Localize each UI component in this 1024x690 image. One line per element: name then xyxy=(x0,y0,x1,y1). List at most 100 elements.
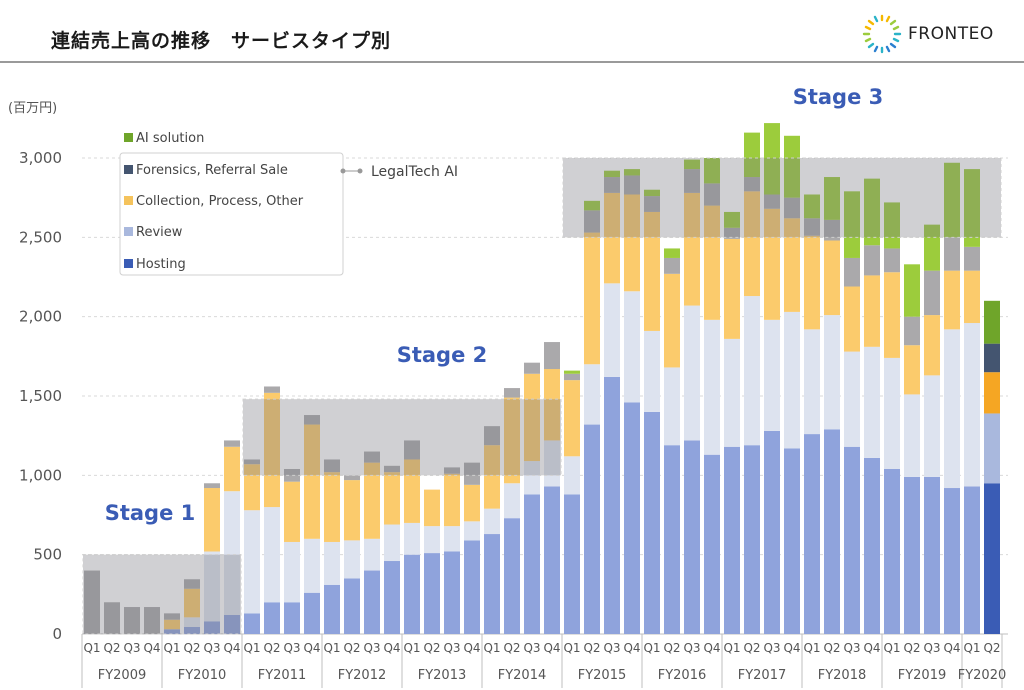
starburst-logo-icon xyxy=(862,14,902,54)
bar-segment xyxy=(744,191,760,297)
legend-box xyxy=(119,152,344,276)
title-divider xyxy=(0,61,1024,63)
quarter-label: Q1 xyxy=(483,641,500,655)
bar-segment xyxy=(884,357,900,469)
bar-segment xyxy=(384,465,400,473)
bar-segment xyxy=(804,218,820,236)
bar-segment xyxy=(164,629,180,634)
quarter-label: Q3 xyxy=(123,641,140,655)
bar-segment xyxy=(184,626,200,634)
bar-segment xyxy=(584,210,600,233)
bar-segment xyxy=(544,486,560,634)
bar-segment xyxy=(784,448,800,634)
bar-segment xyxy=(264,386,280,393)
bar-segment xyxy=(244,459,260,465)
y-unit-label: (百万円) xyxy=(8,101,57,116)
quarter-label: Q2 xyxy=(583,641,600,655)
fiscal-year-label: FY2018 xyxy=(818,668,867,683)
bar-segment xyxy=(904,394,920,477)
bar-segment xyxy=(444,526,460,552)
bar-segment xyxy=(544,440,560,487)
bar-segment xyxy=(704,454,720,634)
legend-swatch xyxy=(124,227,133,236)
quarter-label: Q1 xyxy=(83,641,100,655)
fiscal-year-label: FY2019 xyxy=(898,668,947,683)
bar-segment xyxy=(364,451,380,463)
bar-segment xyxy=(804,235,820,330)
y-tick-label: 0 xyxy=(52,625,62,643)
bar-segment xyxy=(564,373,580,381)
bar-segment xyxy=(524,461,540,495)
bar-segment xyxy=(864,245,880,276)
fiscal-year-label: FY2016 xyxy=(658,668,707,683)
legend-swatch xyxy=(124,165,133,174)
quarter-label: Q2 xyxy=(423,641,440,655)
bar-segment xyxy=(664,445,680,634)
bar-segment xyxy=(364,570,380,634)
bar-segment xyxy=(264,507,280,603)
bar-segment xyxy=(784,197,800,219)
legend-swatch xyxy=(124,259,133,268)
quarter-label: Q1 xyxy=(803,641,820,655)
bar-segment xyxy=(624,194,640,292)
quarter-label: Q3 xyxy=(363,641,380,655)
bar-segment xyxy=(864,178,880,246)
stage-label: Stage 3 xyxy=(793,85,884,109)
bar-segment xyxy=(604,177,620,193)
bar-segment xyxy=(824,177,840,220)
quarter-label: Q2 xyxy=(903,641,920,655)
bar-segment xyxy=(724,446,740,634)
bar-segment xyxy=(944,162,960,238)
quarter-label: Q4 xyxy=(143,641,160,655)
y-tick-label: 2,500 xyxy=(19,228,62,246)
bar-segment xyxy=(344,540,360,579)
fiscal-year-label: FY2013 xyxy=(418,668,467,683)
bar-segment xyxy=(304,424,320,539)
bar-segment xyxy=(704,158,720,184)
fiscal-year-label: FY2017 xyxy=(738,668,787,683)
bar-segment xyxy=(864,346,880,458)
bar-segment xyxy=(684,192,700,306)
bar-segment xyxy=(804,194,820,219)
bar-segment xyxy=(84,570,100,634)
bar-segment xyxy=(184,588,200,618)
bar-segment xyxy=(284,541,300,603)
bar-segment xyxy=(624,169,640,176)
quarter-label: Q2 xyxy=(103,641,120,655)
bar-segment xyxy=(904,476,920,634)
bar-segment xyxy=(884,468,900,634)
bar-segment xyxy=(164,613,180,620)
bar-segment xyxy=(724,338,740,447)
bar-segment xyxy=(564,494,580,634)
legend-swatch xyxy=(124,196,133,205)
bar-segment xyxy=(804,434,820,634)
quarter-label: Q3 xyxy=(523,641,540,655)
fiscal-year-label: FY2009 xyxy=(98,668,147,683)
bar-segment xyxy=(324,459,340,473)
bar-segment xyxy=(804,329,820,435)
fiscal-year-label: FY2010 xyxy=(178,668,227,683)
bar-segment xyxy=(584,200,600,211)
quarter-label: Q4 xyxy=(223,641,240,655)
bar-segment xyxy=(604,192,620,284)
legend-swatch xyxy=(124,133,133,142)
y-tick-label: 3,000 xyxy=(19,149,62,167)
bar-segment xyxy=(564,456,580,495)
bar-segment xyxy=(704,319,720,455)
bar-segment xyxy=(204,483,220,489)
quarter-label: Q4 xyxy=(783,641,800,655)
bar-segment xyxy=(504,483,520,519)
bar-segment xyxy=(744,177,760,192)
bar-segment xyxy=(924,270,940,316)
bar-segment xyxy=(904,345,920,395)
bar-segment xyxy=(884,272,900,358)
quarter-label: Q4 xyxy=(703,641,720,655)
bar-segment xyxy=(584,232,600,365)
bar-segment xyxy=(584,424,600,634)
bar-segment xyxy=(204,621,220,634)
bar-segment xyxy=(184,579,200,589)
bar-segment xyxy=(744,132,760,178)
bar-segment xyxy=(224,440,240,447)
bar-segment xyxy=(684,440,700,634)
quarter-label: Q3 xyxy=(843,641,860,655)
